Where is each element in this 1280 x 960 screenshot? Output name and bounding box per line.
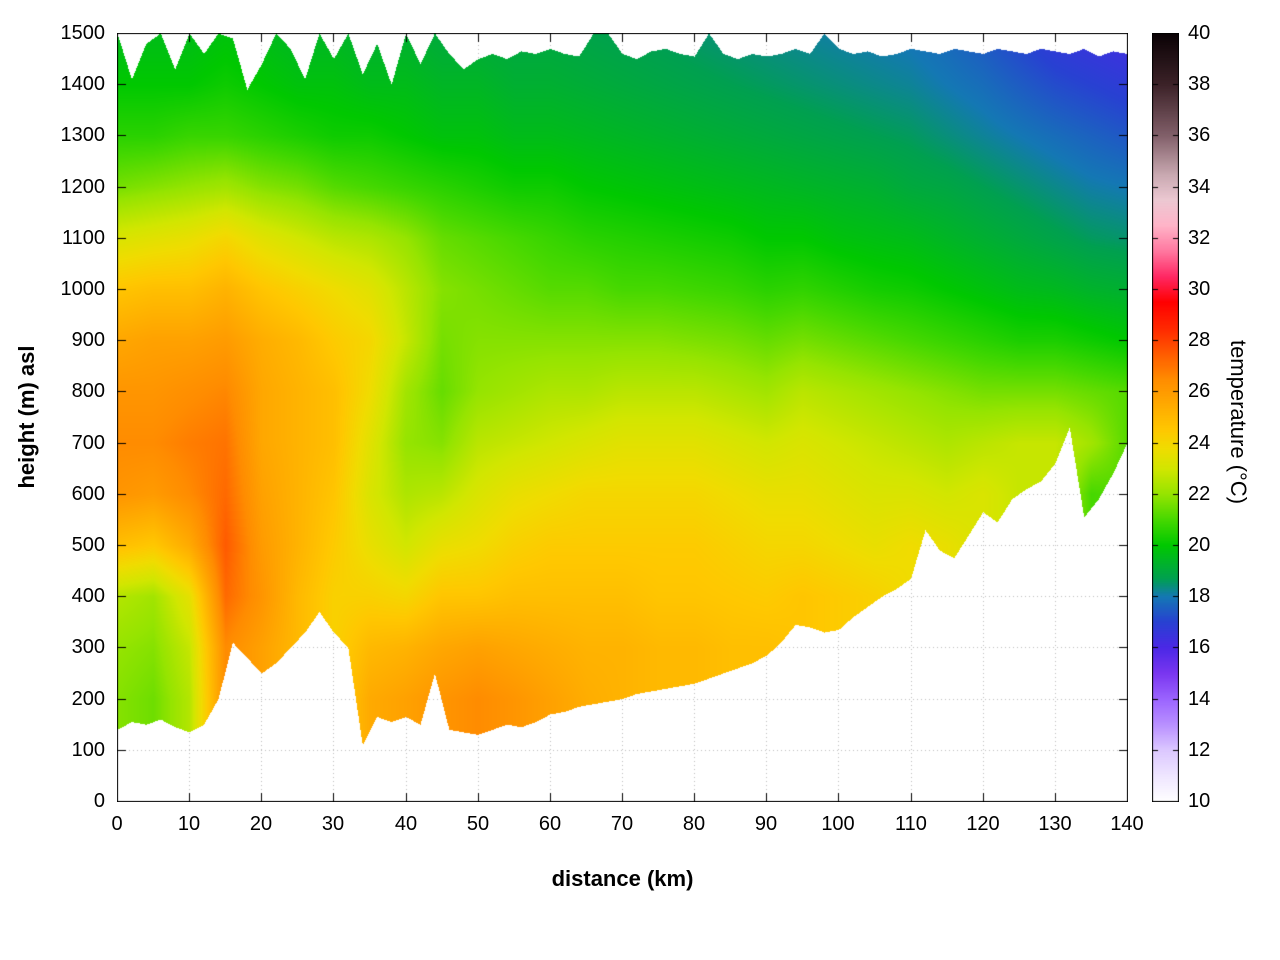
colorbar-tick-label: 18: [1188, 585, 1211, 607]
x-tick-label: 100: [821, 813, 855, 835]
colorbar-tick-label: 30: [1188, 278, 1211, 300]
colorbar-axis-label: temperature (°C): [1226, 339, 1251, 505]
x-tick-label: 120: [966, 813, 1000, 835]
y-tick-label: 400: [71, 585, 105, 607]
y-tick-label: 1400: [60, 73, 106, 95]
y-tick-label: 200: [71, 688, 105, 710]
x-tick-label: 110: [895, 813, 927, 835]
x-tick-label: 50: [466, 813, 490, 835]
y-tick-label: 1100: [61, 227, 105, 249]
colorbar-tick-label: 14: [1188, 688, 1211, 710]
y-tick-label: 0: [93, 790, 105, 812]
y-tick-label: 1200: [60, 176, 106, 198]
colorbar-tick-label: 40: [1188, 22, 1211, 44]
x-tick-label: 140: [1110, 813, 1144, 835]
colorbar: [1152, 33, 1179, 802]
colorbar-tick-label: 36: [1188, 124, 1211, 146]
x-axis-label: distance (km): [551, 866, 694, 891]
x-tick-label: 10: [177, 813, 201, 835]
colorbar-tick-label: 10: [1188, 790, 1211, 812]
x-tick-label: 30: [321, 813, 345, 835]
x-tick-label: 80: [682, 813, 706, 835]
colorbar-tick-label: 34: [1188, 176, 1211, 198]
colorbar-tick-label: 16: [1188, 636, 1211, 658]
colorbar-tick-label: 32: [1188, 227, 1211, 249]
x-tick-label: 40: [394, 813, 418, 835]
x-tick-label: 70: [610, 813, 634, 835]
y-tick-label: 1300: [60, 124, 106, 146]
x-tick-label: 130: [1038, 813, 1072, 835]
x-tick-label: 60: [538, 813, 562, 835]
y-tick-label: 100: [71, 739, 105, 761]
y-tick-label: 1500: [60, 22, 106, 44]
x-tick-label: 90: [754, 813, 778, 835]
y-axis-label: height (m) asl: [14, 345, 39, 489]
x-tick-label: 0: [111, 813, 123, 835]
x-tick-label: 20: [249, 813, 273, 835]
colorbar-tick-label: 12: [1188, 739, 1211, 761]
colorbar-tick-label: 38: [1188, 73, 1211, 95]
temperature-heatmap-canvas: [117, 33, 1128, 802]
y-tick-label: 300: [71, 636, 105, 658]
